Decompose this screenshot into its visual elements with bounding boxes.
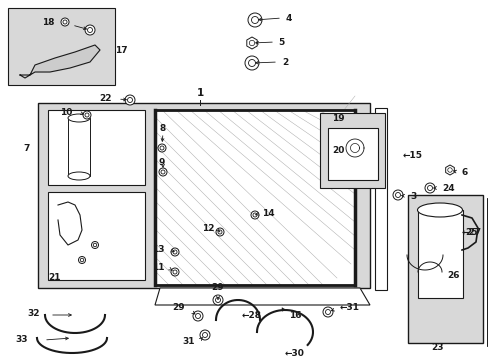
- Circle shape: [80, 258, 83, 262]
- Text: 11: 11: [152, 264, 164, 273]
- Text: 14: 14: [262, 208, 274, 217]
- Circle shape: [87, 27, 92, 32]
- Text: ←31: ←31: [339, 303, 359, 312]
- Circle shape: [447, 168, 451, 172]
- Text: 4: 4: [285, 14, 292, 23]
- Text: 19: 19: [331, 113, 344, 122]
- Circle shape: [323, 307, 332, 317]
- Circle shape: [173, 250, 177, 254]
- Text: 22: 22: [99, 94, 112, 103]
- Text: 20: 20: [331, 145, 344, 154]
- Bar: [319, 113, 384, 188]
- Circle shape: [202, 333, 207, 338]
- Circle shape: [200, 330, 209, 340]
- Circle shape: [213, 295, 223, 305]
- Bar: [374, 108, 386, 290]
- Text: 24: 24: [441, 184, 454, 193]
- Circle shape: [159, 168, 167, 176]
- Circle shape: [244, 56, 259, 70]
- Text: 29: 29: [211, 283, 224, 292]
- Text: ←30: ←30: [285, 348, 304, 357]
- Text: 8: 8: [160, 123, 166, 132]
- Text: 7: 7: [23, 144, 30, 153]
- Circle shape: [427, 185, 431, 190]
- Bar: [48, 192, 145, 280]
- Text: 32: 32: [27, 310, 40, 319]
- Text: 29: 29: [172, 303, 184, 312]
- Text: 31: 31: [182, 338, 195, 346]
- Circle shape: [395, 193, 400, 198]
- Text: 12: 12: [202, 224, 215, 233]
- Bar: [407, 195, 482, 343]
- Polygon shape: [445, 165, 453, 175]
- Circle shape: [247, 13, 262, 27]
- Bar: [48, 110, 145, 185]
- Circle shape: [161, 170, 164, 174]
- Bar: [155, 110, 354, 285]
- Circle shape: [85, 113, 89, 117]
- Text: 5: 5: [278, 37, 284, 46]
- Circle shape: [158, 144, 165, 152]
- Text: ←27: ←27: [461, 228, 481, 237]
- Text: 3: 3: [409, 192, 415, 201]
- Circle shape: [85, 25, 95, 35]
- Circle shape: [79, 256, 85, 264]
- Circle shape: [424, 183, 434, 193]
- Circle shape: [61, 18, 69, 26]
- Text: 9: 9: [159, 158, 165, 166]
- Circle shape: [125, 95, 135, 105]
- Text: 6: 6: [461, 167, 468, 176]
- Text: ←28: ←28: [242, 310, 262, 320]
- Bar: [38, 103, 369, 288]
- Circle shape: [63, 20, 67, 24]
- Circle shape: [248, 59, 255, 67]
- Circle shape: [195, 314, 200, 319]
- Bar: [8, 8, 115, 85]
- Text: 13: 13: [152, 244, 164, 253]
- Circle shape: [173, 270, 177, 274]
- Text: 10: 10: [60, 108, 72, 117]
- Circle shape: [93, 243, 97, 247]
- Text: 1: 1: [196, 88, 203, 98]
- Text: 26: 26: [446, 270, 459, 279]
- Circle shape: [83, 111, 91, 119]
- Polygon shape: [20, 45, 100, 78]
- Circle shape: [218, 230, 222, 234]
- Circle shape: [250, 211, 259, 219]
- Circle shape: [249, 40, 254, 46]
- Circle shape: [392, 190, 402, 200]
- Polygon shape: [155, 288, 369, 305]
- Circle shape: [193, 311, 203, 321]
- Circle shape: [160, 146, 163, 150]
- Bar: [327, 128, 377, 180]
- Circle shape: [216, 228, 224, 236]
- Circle shape: [91, 242, 98, 248]
- Bar: [68, 118, 90, 176]
- Text: 21: 21: [48, 274, 61, 283]
- Circle shape: [171, 248, 179, 256]
- Text: 18: 18: [42, 18, 55, 27]
- Ellipse shape: [68, 172, 90, 180]
- Text: ←15: ←15: [402, 150, 422, 159]
- Polygon shape: [246, 37, 257, 49]
- Bar: [486, 198, 488, 346]
- Circle shape: [171, 268, 179, 276]
- Circle shape: [252, 213, 257, 217]
- Circle shape: [215, 297, 220, 302]
- Text: 23: 23: [431, 343, 443, 352]
- Circle shape: [325, 310, 330, 315]
- Circle shape: [127, 98, 132, 103]
- Circle shape: [251, 17, 258, 23]
- Ellipse shape: [417, 203, 462, 217]
- Text: 33: 33: [16, 336, 28, 345]
- Bar: [417, 210, 462, 298]
- Ellipse shape: [68, 114, 90, 122]
- Text: 25: 25: [464, 228, 476, 237]
- Text: 2: 2: [282, 58, 287, 67]
- Text: 16: 16: [288, 311, 301, 320]
- Text: 17: 17: [115, 45, 127, 54]
